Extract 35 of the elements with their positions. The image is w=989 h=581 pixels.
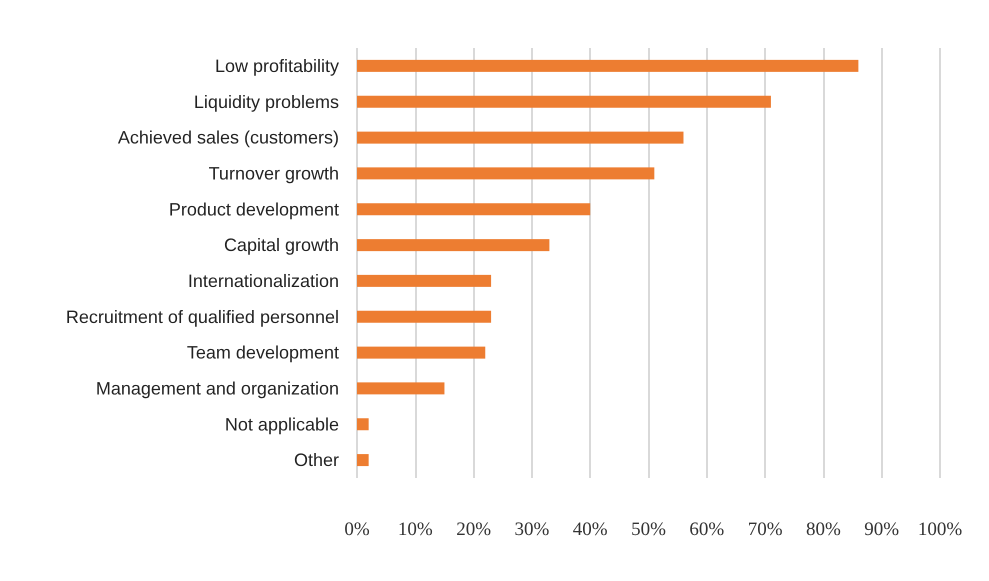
bar (357, 96, 771, 108)
y-tick-label: Internationalization (188, 270, 339, 291)
bar (357, 382, 444, 394)
bar (357, 346, 486, 359)
bar (357, 418, 369, 430)
x-tick-label: 70% (748, 519, 783, 540)
y-tick-label: Management and organization (96, 378, 339, 398)
x-tick-label: 0% (344, 519, 370, 540)
y-tick-label: Liquidity problems (194, 92, 339, 112)
x-tick-label: 80% (806, 519, 841, 540)
y-tick-label: Turnover growth (208, 163, 339, 184)
bar (357, 454, 369, 466)
bar (357, 167, 654, 180)
x-tick-label: 100% (918, 519, 962, 540)
x-tick-label: 40% (572, 519, 608, 540)
x-tick-label: 90% (864, 519, 900, 540)
y-tick-label: Achieved sales (customers) (118, 128, 339, 148)
x-tick-label: 30% (514, 519, 550, 540)
x-tick-label: 10% (398, 519, 433, 540)
y-tick-label: Recruitment of qualified personnel (66, 306, 339, 327)
bar (357, 203, 590, 216)
bar (357, 60, 858, 72)
x-tick-label: 60% (689, 519, 724, 540)
y-tick-label: Not applicable (224, 414, 339, 434)
y-tick-label: Capital growth (224, 235, 339, 256)
x-tick-label: 20% (456, 519, 492, 540)
y-tick-label: Product development (168, 199, 339, 220)
y-tick-label: Team development (186, 342, 339, 363)
y-tick-label: Low profitability (214, 56, 339, 76)
y-tick-label: Other (294, 450, 339, 470)
x-tick-label: 50% (631, 519, 666, 540)
bar (357, 239, 550, 252)
bar (357, 132, 684, 144)
bar (357, 274, 492, 287)
bar (357, 310, 492, 323)
